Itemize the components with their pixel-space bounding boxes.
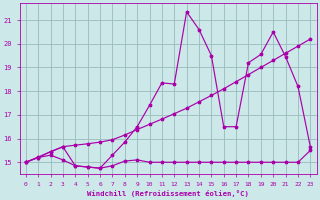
- X-axis label: Windchill (Refroidissement éolien,°C): Windchill (Refroidissement éolien,°C): [87, 190, 249, 197]
